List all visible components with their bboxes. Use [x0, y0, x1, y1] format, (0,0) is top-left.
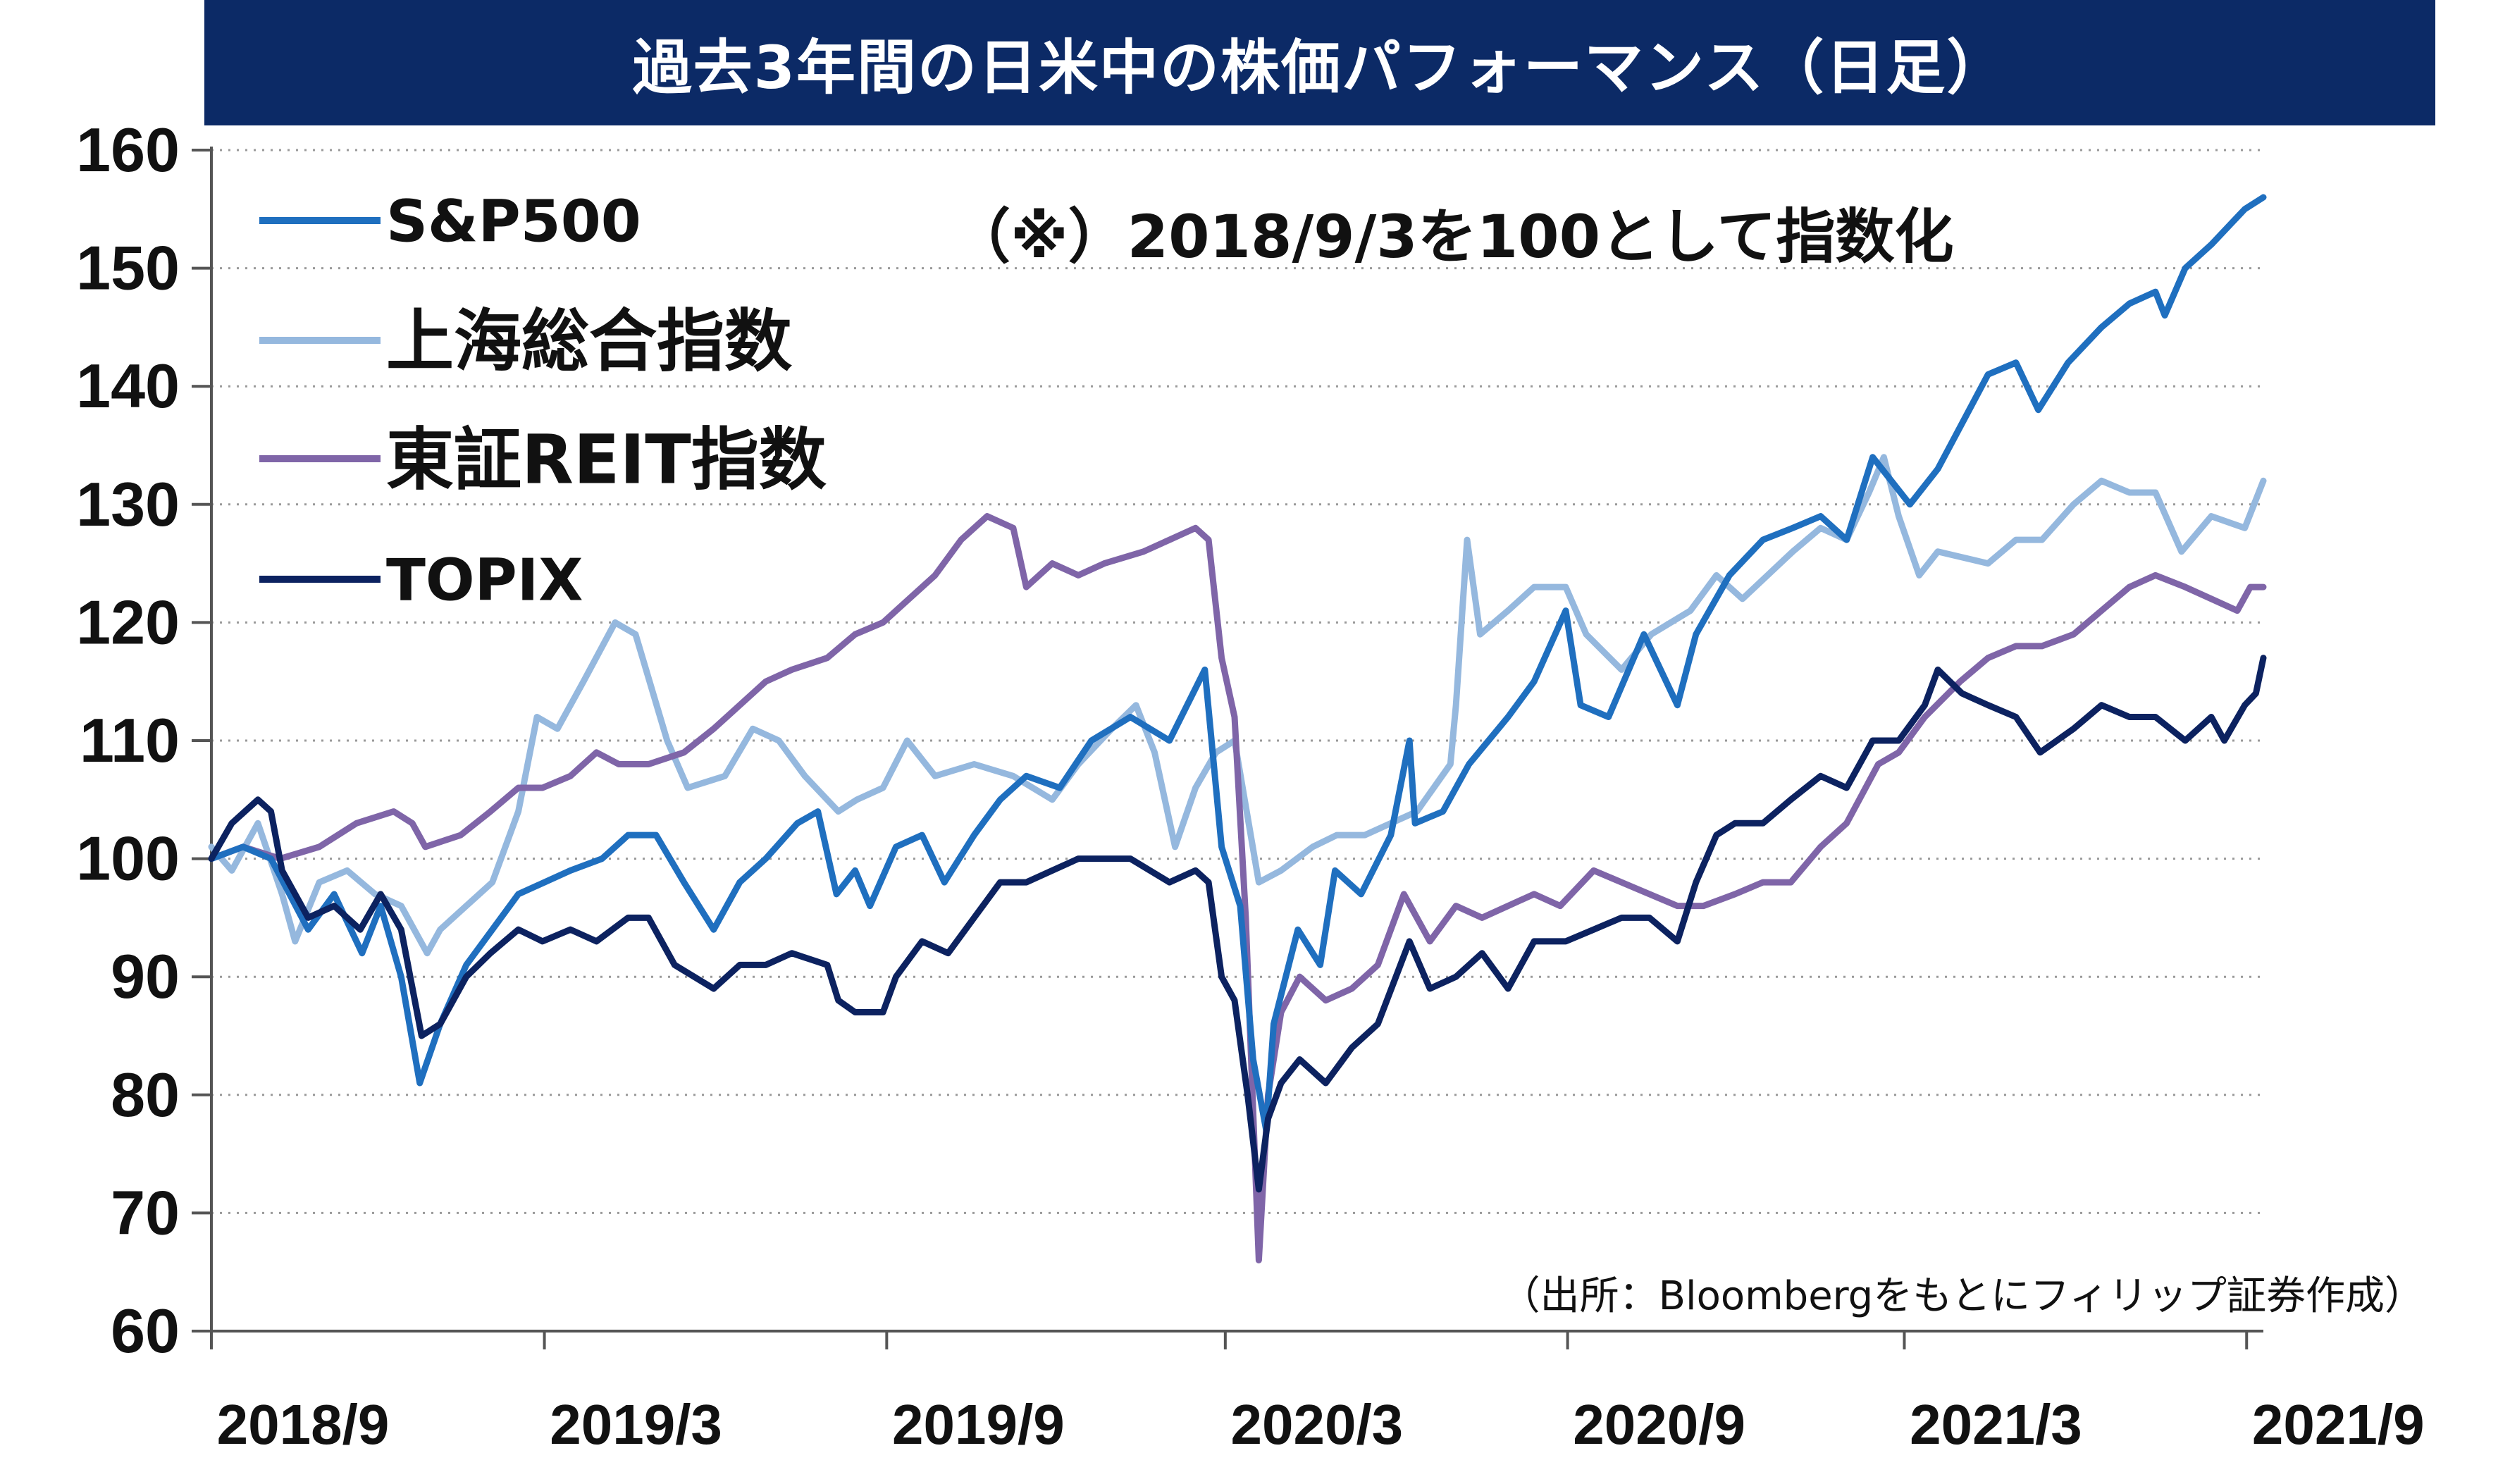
y-tick-label: 120	[76, 587, 180, 657]
y-tick-label: 160	[76, 115, 180, 185]
y-tick-label: 110	[80, 705, 180, 775]
series-line	[208, 194, 2267, 1134]
x-tick-label: 2021/3	[1910, 1393, 2082, 1456]
legend-label: TOPIX	[386, 548, 583, 614]
x-tick-label: 2021/9	[2252, 1393, 2425, 1456]
y-tick-label: 130	[76, 469, 180, 539]
series-line	[208, 454, 2267, 957]
x-tick-label: 2019/3	[550, 1393, 722, 1456]
x-tick-label: 2018/9	[217, 1393, 390, 1456]
index-note: （※）2018/9/3を100として指数化	[951, 202, 1954, 271]
y-tick-label: 70	[111, 1177, 180, 1247]
legend-label: 東証REIT指数	[386, 421, 827, 500]
y-tick-label: 150	[76, 233, 180, 303]
series-line	[208, 513, 2267, 1263]
x-tick-label: 2020/9	[1573, 1393, 1745, 1456]
series-line	[208, 655, 2267, 1193]
legend-label: 上海総合指数	[386, 302, 792, 381]
legend-label: S&P500	[386, 189, 641, 256]
y-tick-label: 80	[111, 1060, 180, 1130]
source-note: （出所：Bloombergをもとにフィリップ証券作成）	[1501, 1273, 2424, 1319]
chart-title: 過去3年間の日米中の株価パフォーマンス（日足）	[632, 32, 2008, 102]
grid-lines	[211, 149, 2263, 1214]
title-bar: 過去3年間の日米中の株価パフォーマンス（日足）	[204, 0, 2435, 125]
y-tick-label: 140	[76, 351, 180, 421]
x-tick-label: 2019/9	[892, 1393, 1065, 1456]
series-lines	[208, 194, 2267, 1263]
y-tick-label: 100	[76, 824, 180, 894]
x-tick-label: 2020/3	[1230, 1393, 1403, 1456]
y-tick-label: 90	[111, 941, 180, 1011]
y-tick-label: 60	[111, 1296, 180, 1366]
axes: 60 70 80 90 100 110 120 130 140 150 160 2018/9 2019/…	[76, 115, 2424, 1456]
